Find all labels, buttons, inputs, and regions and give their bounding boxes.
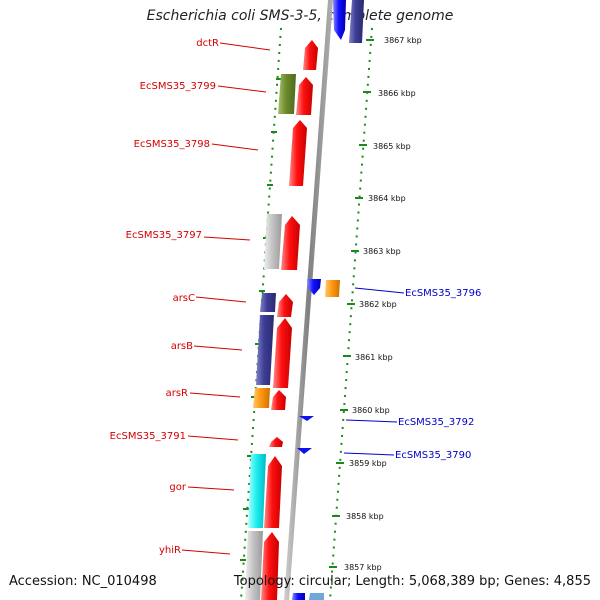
genome-backbone [284,0,333,600]
gene-dctR[interactable] [303,40,318,70]
feature-orange-arsR[interactable] [253,388,270,408]
gene-label[interactable]: EcSMS35_3792 [398,417,474,428]
scale-label: 3867 kbp [384,36,422,45]
gene-label[interactable]: gor [169,482,186,493]
gene-arsB[interactable] [273,318,292,388]
gene-gor[interactable] [264,456,282,528]
feature-orange-3796[interactable] [325,280,340,297]
gene-label[interactable]: arsC [173,293,195,304]
scale-label: 3858 kbp [346,512,384,521]
gene-EcSMS35_3797[interactable] [281,216,300,270]
topology-text: Topology: circular; Length: 5,068,389 bp… [233,574,591,589]
left-connectors [181,42,271,555]
scale-label: 3859 kbp [349,459,387,468]
gene-label[interactable]: arsR [166,388,188,399]
top-blue-feature [333,0,346,40]
gene-label[interactable]: EcSMS35_3791 [110,431,186,442]
right-ticks [329,39,374,568]
scale-label: 3865 kbp [373,142,411,151]
left-labels: dctR EcSMS35_3799 EcSMS35_3798 EcSMS35_3… [110,38,219,556]
gene-EcSMS35_3799[interactable] [296,77,313,115]
right-connectors [343,287,405,456]
gene-label[interactable]: EcSMS35_3797 [126,230,202,241]
scale-label: 3862 kbp [359,300,397,309]
gene-EcSMS35_3791[interactable] [269,437,283,447]
scale-labels: 3867 kbp 3866 kbp 3865 kbp 3864 kbp 3863… [344,36,422,572]
bottom-blue-feature [292,593,305,600]
feature-gray-yhiR[interactable] [245,531,263,600]
gene-label[interactable]: EcSMS35_3796 [405,288,481,299]
scale-label: 3860 kbp [352,406,390,415]
feature-green-3799[interactable] [278,74,296,114]
gene-arsC[interactable] [277,294,293,317]
scale-label: 3866 kbp [378,89,416,98]
gene-label[interactable]: EcSMS35_3799 [140,81,216,92]
gene-EcSMS35_3790[interactable] [297,448,312,454]
feature-cyan-gor[interactable] [248,454,266,528]
accession-text: Accession: NC_010498 [9,574,157,589]
feature-gray-3797[interactable] [264,214,282,269]
bottom-lightblue-feature [309,593,324,600]
gene-label[interactable]: EcSMS35_3798 [134,139,210,150]
scale-label: 3864 kbp [368,194,406,203]
top-navy-feature [349,0,364,43]
gene-label[interactable]: arsB [171,341,193,352]
gene-EcSMS35_3792[interactable] [299,416,314,421]
feature-navy-arsC[interactable] [260,293,276,312]
scale-label: 3863 kbp [363,247,401,256]
gene-label[interactable]: EcSMS35_3790 [395,450,471,461]
gene-yhiR[interactable] [261,532,279,600]
gene-EcSMS35_3796[interactable] [307,279,321,295]
gene-label[interactable]: yhiR [159,545,181,556]
scale-label: 3857 kbp [344,563,382,572]
right-labels: EcSMS35_3796 EcSMS35_3792 EcSMS35_3790 [395,288,481,461]
scale-label: 3861 kbp [355,353,393,362]
genome-title: Escherichia coli SMS-3-5, complete genom… [146,8,454,24]
gene-EcSMS35_3798[interactable] [289,120,307,186]
gene-label[interactable]: dctR [196,38,219,49]
feature-navy-arsB[interactable] [256,315,274,385]
gene-arsR[interactable] [271,390,286,410]
